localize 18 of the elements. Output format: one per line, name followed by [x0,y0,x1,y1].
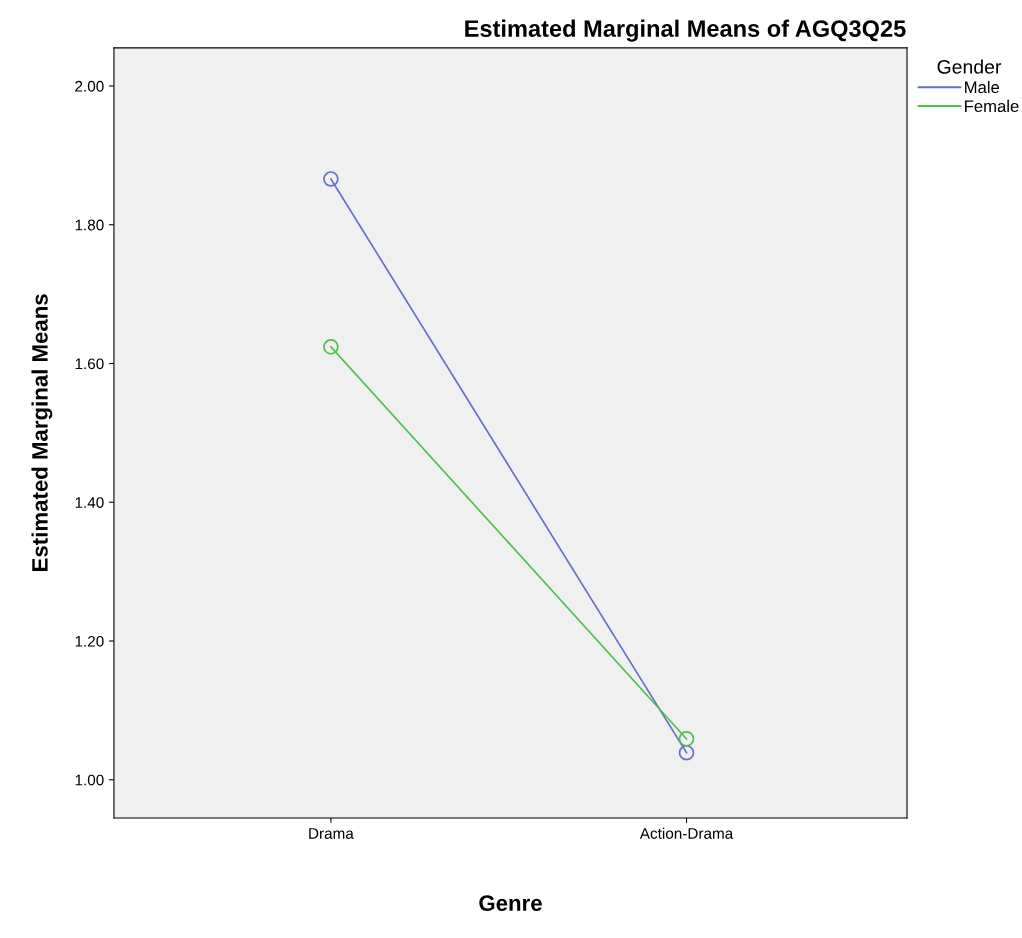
point [678,744,695,761]
y-tick-label: 1.00 [75,774,104,786]
chart-title: Estimated Marginal Means of AGQ3Q25 [465,19,906,42]
legend-title: Gender [937,59,1002,74]
x-axis-title: Genre [479,895,542,911]
y-axis-title: Estimated Marginal Means [31,294,53,571]
x-tick-label: Action-Drama [639,827,734,839]
x-tick-label: Drama [309,828,354,839]
y-tick-label: 1.20 [75,635,104,647]
y-tick-label: 1.60 [75,358,104,370]
legend-label: Female [965,99,1019,113]
y-tick-label: 1.40 [75,497,104,508]
point [323,339,339,355]
point [678,731,695,747]
y-tick-label: 1.80 [75,219,104,231]
point [323,171,339,187]
y-tick-label: 2.00 [75,80,104,92]
legend-label: Male [965,80,1000,94]
